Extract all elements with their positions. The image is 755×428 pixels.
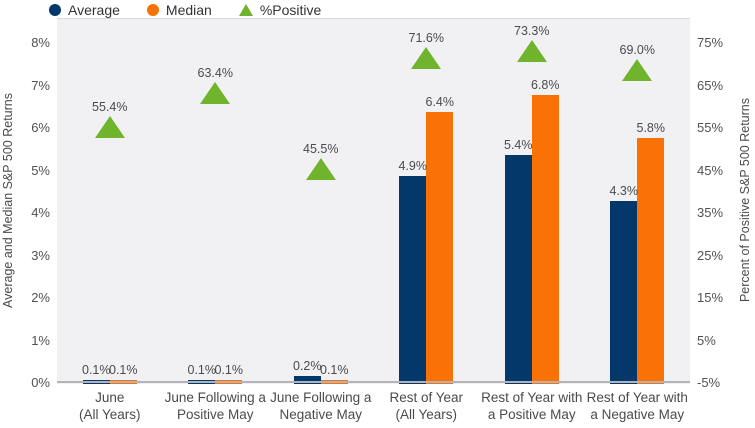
left-axis-tick: 5% (31, 162, 50, 178)
median-circle-icon (146, 3, 159, 16)
average-value-label: 0.2% (293, 358, 322, 373)
left-axis-tick: 0% (31, 375, 50, 390)
left-axis-tick: 4% (31, 205, 50, 220)
median-value-label: 6.4% (425, 95, 455, 109)
percent-positive-marker-icon (94, 116, 125, 139)
average-value-label: 5.4% (504, 137, 533, 152)
average-circle-icon (49, 3, 61, 16)
category-label: Rest of Year with a Negative May (586, 390, 688, 422)
percent-positive-marker-icon (200, 82, 231, 105)
average-bar (504, 154, 532, 384)
right-axis-tick: 25% (697, 247, 724, 263)
left-axis-tick: 1% (31, 332, 50, 348)
legend: Average Median %Positive (49, 1, 321, 18)
average-value-label: 4.9% (398, 158, 428, 173)
average-value-label: 0.1% (187, 362, 217, 377)
legend-label-positive: %Positive (259, 1, 322, 18)
median-bar (531, 95, 559, 384)
median-bar (637, 137, 665, 384)
positive-triangle-icon (238, 3, 253, 16)
right-axis-tick: 5% (697, 332, 716, 348)
category-slot: 5.4% 6.8% 73.3% (479, 19, 585, 384)
category-slot: 0.1% 0.1% 63.4% (163, 19, 269, 384)
percent-positive-value-label: 71.6% (408, 31, 444, 46)
category-slot: 4.9% 6.4% 71.6% (374, 19, 480, 384)
left-axis-tick: 6% (31, 120, 50, 135)
right-axis-tick: 35% (697, 205, 724, 220)
right-axis-tick: 15% (697, 290, 724, 305)
median-value-label: 0.1% (109, 362, 138, 377)
legend-label-median: Median (165, 1, 212, 18)
left-axis-tick: 3% (31, 247, 50, 263)
left-axis-title: Average and Median S&P 500 Returns (1, 93, 15, 308)
left-axis-tick: 8% (31, 35, 50, 50)
category-label: June (All Years) (78, 390, 141, 422)
percent-positive-marker-icon (622, 58, 653, 81)
plot-area: 0.1% 0.1% 55.4% 0.1% 0.1% 63.4% 0.2% 0.1% 45.5% 4… (57, 18, 690, 384)
median-value-label: 6.8% (531, 78, 560, 92)
average-value-label: 4.3% (609, 184, 639, 199)
right-axis-title: Percent of Positive S&P 500 Returns (738, 98, 752, 303)
category-label: June Following a Negative May (270, 390, 372, 422)
legend-item-positive: %Positive (238, 1, 322, 18)
category-axis: June (All Years) June Following a Positive … (57, 389, 690, 423)
percent-positive-value-label: 69.0% (619, 42, 655, 57)
category-label: Rest of Year with a Positive May (481, 390, 583, 422)
left-axis-tick: 2% (31, 290, 50, 305)
median-value-label: 0.1% (214, 362, 244, 377)
legend-item-median: Median (146, 1, 212, 18)
category-label: Rest of Year (All Years) (389, 390, 464, 422)
average-bar (293, 375, 321, 384)
percent-positive-value-label: 45.5% (303, 142, 339, 157)
median-value-label: 0.1% (320, 362, 349, 377)
median-value-label: 5.8% (636, 120, 666, 135)
percent-positive-marker-icon (516, 40, 547, 63)
median-bar (426, 112, 454, 384)
category-slot: 0.1% 0.1% 55.4% (57, 19, 163, 384)
percent-positive-marker-icon (411, 47, 442, 70)
right-axis-tick: 65% (697, 77, 724, 93)
right-axis-tick: 55% (697, 120, 724, 135)
category-label: June Following a Positive May (164, 390, 266, 422)
right-axis-tick: 45% (697, 162, 724, 178)
category-slot: 0.2% 0.1% 45.5% (268, 19, 374, 384)
percent-positive-value-label: 55.4% (92, 100, 128, 115)
category-slot: 4.3% 5.8% 69.0% (585, 19, 691, 384)
average-bar (610, 201, 638, 384)
percent-positive-value-label: 63.4% (197, 66, 233, 81)
right-axis-tick: -5% (697, 375, 721, 390)
percent-positive-marker-icon (305, 158, 336, 181)
average-bar (399, 175, 427, 384)
average-value-label: 0.1% (82, 362, 111, 377)
legend-label-average: Average (68, 1, 120, 18)
left-axis-tick: 7% (31, 77, 50, 93)
percent-positive-value-label: 73.3% (514, 24, 550, 39)
legend-item-average: Average (49, 2, 120, 18)
right-axis-tick: 75% (697, 35, 724, 50)
x-axis-line (57, 381, 690, 383)
